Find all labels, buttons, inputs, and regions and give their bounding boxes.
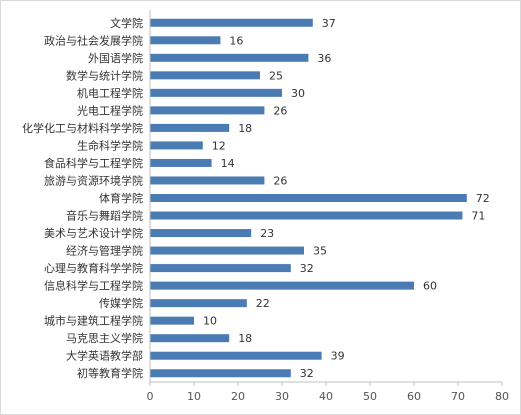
bar xyxy=(150,18,313,27)
bar xyxy=(150,334,230,343)
category-label: 化学化工与材料科学学院 xyxy=(22,121,143,135)
bar xyxy=(150,53,309,62)
bar xyxy=(150,123,230,132)
bar xyxy=(150,246,304,255)
value-label: 12 xyxy=(212,139,226,152)
value-label: 10 xyxy=(203,315,217,328)
category-label: 经济与管理学院 xyxy=(66,244,143,258)
value-label: 26 xyxy=(273,104,287,117)
category-label: 信息科学与工程学院 xyxy=(44,279,143,293)
x-tick-label: 20 xyxy=(231,390,245,403)
value-label: 30 xyxy=(291,87,305,100)
category-label: 音乐与舞蹈学院 xyxy=(66,209,143,223)
value-label: 23 xyxy=(260,227,274,240)
x-tick-label: 50 xyxy=(363,390,377,403)
bar xyxy=(150,141,203,150)
value-label: 36 xyxy=(317,52,331,65)
category-label: 生命科学学院 xyxy=(77,138,143,152)
value-label: 71 xyxy=(471,210,485,223)
bar xyxy=(150,211,463,220)
value-label: 25 xyxy=(269,69,283,82)
category-label: 数学与统计学院 xyxy=(66,68,143,82)
category-label: 体育学院 xyxy=(99,191,143,205)
bar xyxy=(150,316,194,325)
value-label: 14 xyxy=(221,157,235,170)
x-tick-label: 40 xyxy=(319,390,333,403)
bar xyxy=(150,71,260,80)
value-label: 35 xyxy=(313,245,327,258)
category-label: 马克思主义学院 xyxy=(66,331,143,345)
bar xyxy=(150,264,291,273)
category-label: 旅游与资源环境学院 xyxy=(44,173,143,187)
value-label: 39 xyxy=(331,350,345,363)
bar xyxy=(150,106,265,115)
bar xyxy=(150,158,212,167)
value-label: 60 xyxy=(423,280,437,293)
value-label: 32 xyxy=(300,367,314,380)
value-label: 26 xyxy=(273,174,287,187)
bar xyxy=(150,229,252,238)
category-label: 初等教育学院 xyxy=(77,366,143,380)
value-label: 32 xyxy=(300,262,314,275)
x-tick-label: 10 xyxy=(187,390,201,403)
category-label: 文学院 xyxy=(110,16,143,30)
x-tick-label: 70 xyxy=(451,390,465,403)
value-label: 37 xyxy=(322,17,336,30)
value-label: 72 xyxy=(476,192,490,205)
bar xyxy=(150,299,247,308)
bar xyxy=(150,176,265,185)
bar xyxy=(150,36,221,45)
bars-layer xyxy=(150,18,467,378)
bar xyxy=(150,88,282,97)
category-label: 食品科学与工程学院 xyxy=(44,156,143,170)
x-tick-label: 60 xyxy=(407,390,421,403)
value-label: 16 xyxy=(229,34,243,47)
category-label: 大学英语教学部 xyxy=(66,349,143,363)
category-label: 城市与建筑工程学院 xyxy=(44,314,143,328)
category-label: 美术与艺术设计学院 xyxy=(44,226,143,240)
bar xyxy=(150,351,322,360)
x-axis: 0 10 20 30 40 50 60 70 80 xyxy=(147,10,509,403)
category-label: 心理与教育科学学院 xyxy=(44,261,143,275)
x-tick-label: 30 xyxy=(275,390,289,403)
category-label: 光电工程学院 xyxy=(77,103,143,117)
category-label: 传媒学院 xyxy=(99,296,143,310)
bar xyxy=(150,369,291,378)
x-tick-label: 80 xyxy=(495,390,509,403)
category-label: 机电工程学院 xyxy=(77,86,143,100)
category-label: 政治与社会发展学院 xyxy=(44,33,143,47)
category-label: 外国语学院 xyxy=(88,51,143,65)
bar xyxy=(150,194,467,202)
bar xyxy=(150,281,414,290)
value-label: 18 xyxy=(238,122,252,135)
value-label: 22 xyxy=(256,297,270,310)
labels-layer: 文学院 37 政治与社会发展学院 16 外国语学院 36 数学与统计学院 25 机电工程学院 30… xyxy=(22,16,490,380)
x-tick-label: 0 xyxy=(147,390,154,403)
value-label: 18 xyxy=(238,332,252,345)
